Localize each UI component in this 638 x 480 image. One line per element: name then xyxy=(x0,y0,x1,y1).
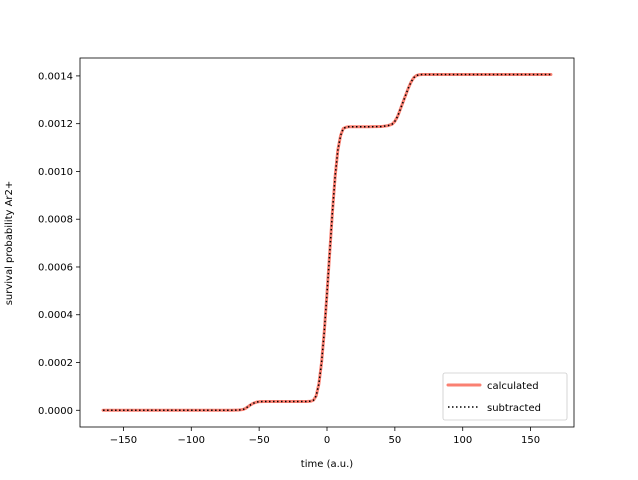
y-tick-label: 0.0010 xyxy=(38,167,73,178)
y-tick-label: 0.0002 xyxy=(38,358,73,369)
y-axis-label: survival probability Ar2+ xyxy=(4,181,15,306)
legend-label-calculated: calculated xyxy=(487,381,539,392)
y-tick-label: 0.0006 xyxy=(38,262,73,273)
x-tick-label: 0 xyxy=(324,435,330,446)
x-tick-label: 50 xyxy=(388,435,401,446)
plot-area xyxy=(80,58,574,427)
series-line-subtracted xyxy=(103,73,551,412)
y-axis-ticks: 0.0000 0.0002 0.0004 0.0006 0.0008 0.0010 0.00… xyxy=(38,71,80,417)
x-tick-label: −100 xyxy=(178,435,205,446)
y-tick-label: 0.0012 xyxy=(38,119,73,130)
x-tick-label: 150 xyxy=(521,435,540,446)
y-tick-label: 0.0004 xyxy=(38,310,73,321)
y-tick-label: 0.0000 xyxy=(38,406,73,417)
y-tick-label: 0.0014 xyxy=(38,71,73,82)
x-axis-ticks: −150 −100 −50 0 50 100 150 xyxy=(110,427,540,446)
legend-label-subtracted: subtracted xyxy=(487,403,541,414)
y-tick-label: 0.0008 xyxy=(38,215,73,226)
x-tick-label: −150 xyxy=(110,435,137,446)
legend: calculated subtracted xyxy=(442,372,568,421)
x-tick-label: 100 xyxy=(453,435,472,446)
x-axis-label: time (a.u.) xyxy=(301,459,353,470)
x-tick-label: −50 xyxy=(249,435,270,446)
series-layer xyxy=(101,72,553,412)
